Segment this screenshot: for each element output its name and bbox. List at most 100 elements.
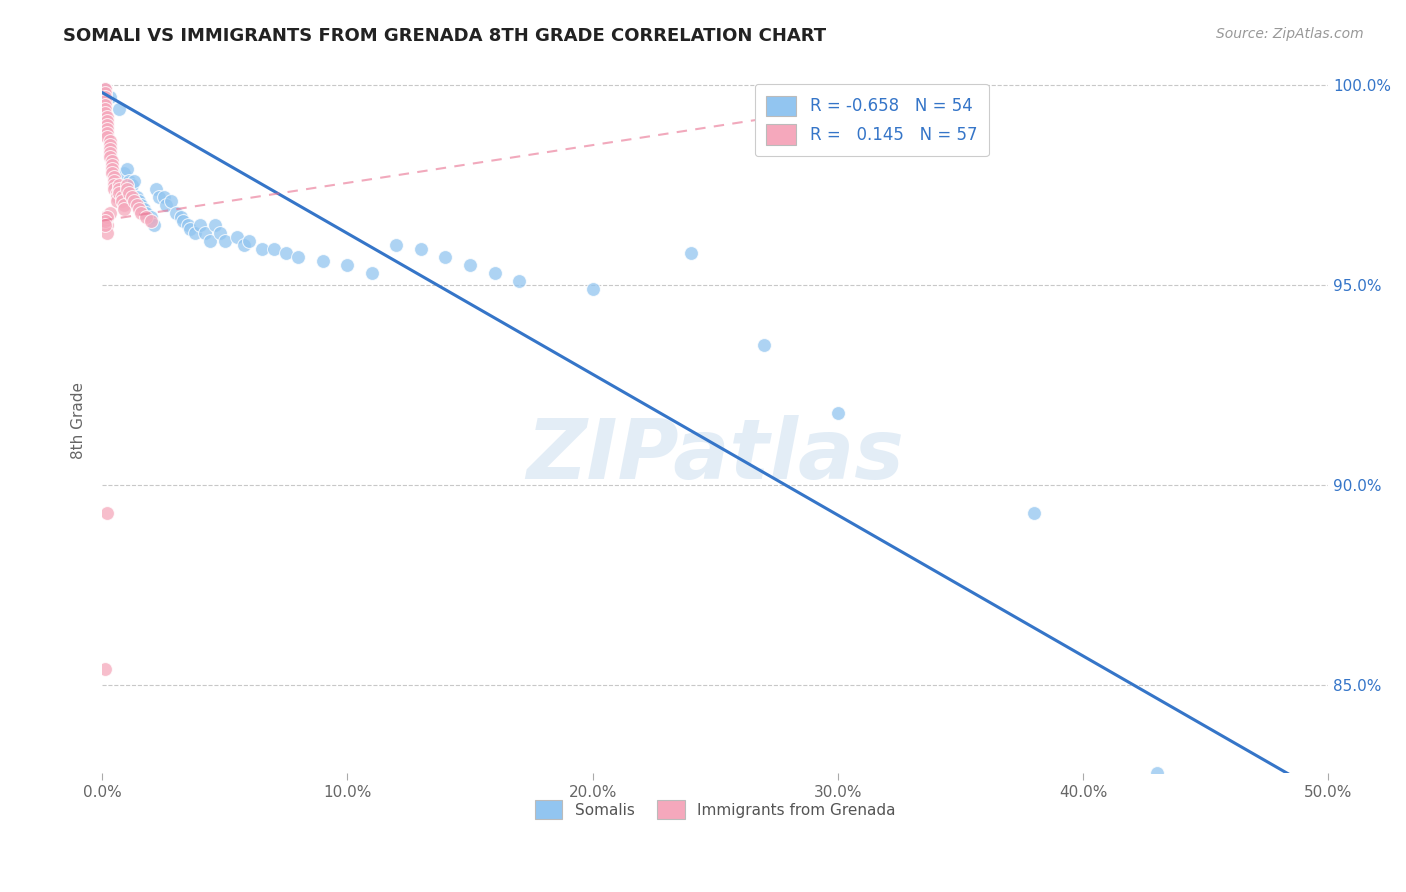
Point: [96, 129, 118, 144]
Point: [105, 194, 128, 208]
Point: [172, 213, 194, 227]
Point: [105, 186, 128, 200]
Point: [93, 105, 115, 120]
Point: [112, 202, 135, 216]
Point: [141, 213, 163, 227]
Point: [93, 213, 115, 227]
Point: [96, 226, 118, 240]
Point: [98, 145, 121, 160]
Point: [238, 234, 260, 248]
Point: [131, 205, 153, 219]
Point: [112, 197, 135, 211]
Point: [125, 189, 148, 203]
Point: [101, 157, 124, 171]
Point: [93, 213, 115, 227]
Point: [135, 210, 157, 224]
Point: [93, 97, 115, 112]
Point: [101, 153, 124, 168]
Point: [458, 258, 481, 272]
Text: SOMALI VS IMMIGRANTS FROM GRENADA 8TH GRADE CORRELATION CHART: SOMALI VS IMMIGRANTS FROM GRENADA 8TH GR…: [63, 27, 827, 45]
Point: [287, 250, 309, 264]
Point: [105, 189, 128, 203]
Point: [122, 194, 145, 208]
Point: [111, 194, 134, 208]
Point: [93, 102, 115, 116]
Point: [754, 337, 776, 351]
Point: [135, 205, 157, 219]
Point: [115, 161, 138, 176]
Point: [131, 197, 153, 211]
Point: [115, 181, 138, 195]
Point: [581, 282, 603, 296]
Point: [128, 202, 150, 216]
Point: [115, 178, 138, 192]
Text: Source: ZipAtlas.com: Source: ZipAtlas.com: [1216, 27, 1364, 41]
Point: [93, 86, 115, 100]
Point: [142, 218, 165, 232]
Point: [93, 81, 115, 95]
Point: [177, 218, 200, 232]
Point: [121, 178, 143, 192]
Point: [108, 181, 131, 195]
Point: [152, 189, 174, 203]
Point: [98, 89, 121, 103]
Point: [121, 189, 143, 203]
Point: [93, 662, 115, 676]
Point: [98, 142, 121, 156]
Point: [96, 110, 118, 124]
Point: [98, 134, 121, 148]
Point: [108, 102, 131, 116]
Point: [145, 181, 167, 195]
Point: [103, 169, 125, 184]
Point: [508, 274, 530, 288]
Point: [96, 218, 118, 232]
Point: [118, 173, 141, 187]
Point: [93, 81, 115, 95]
Point: [434, 250, 457, 264]
Point: [336, 258, 359, 272]
Point: [204, 218, 226, 232]
Point: [93, 81, 115, 95]
Y-axis label: 8th Grade: 8th Grade: [72, 382, 86, 459]
Point: [409, 242, 432, 256]
Point: [165, 205, 187, 219]
Point: [103, 178, 125, 192]
Point: [112, 165, 135, 179]
Point: [679, 245, 702, 260]
Point: [141, 210, 163, 224]
Point: [198, 234, 221, 248]
Point: [274, 245, 297, 260]
Point: [93, 218, 115, 232]
Point: [101, 161, 124, 176]
Point: [250, 242, 273, 256]
Point: [125, 197, 148, 211]
Text: ZIPatlas: ZIPatlas: [526, 416, 904, 496]
Point: [194, 226, 217, 240]
Point: [188, 218, 211, 232]
Point: [128, 194, 150, 208]
Point: [385, 237, 408, 252]
Point: [148, 189, 170, 203]
Point: [312, 253, 335, 268]
Point: [93, 94, 115, 108]
Point: [170, 210, 193, 224]
Point: [93, 89, 115, 103]
Point: [263, 242, 285, 256]
Point: [1146, 765, 1168, 780]
Point: [108, 178, 131, 192]
Point: [226, 229, 249, 244]
Point: [184, 226, 207, 240]
Point: [93, 210, 115, 224]
Point: [96, 113, 118, 128]
Point: [179, 221, 201, 235]
Point: [484, 266, 506, 280]
Point: [160, 194, 183, 208]
Point: [132, 202, 155, 216]
Point: [827, 406, 849, 420]
Point: [103, 181, 125, 195]
Point: [96, 506, 118, 520]
Point: [98, 205, 121, 219]
Point: [233, 237, 256, 252]
Point: [96, 210, 118, 224]
Point: [118, 186, 141, 200]
